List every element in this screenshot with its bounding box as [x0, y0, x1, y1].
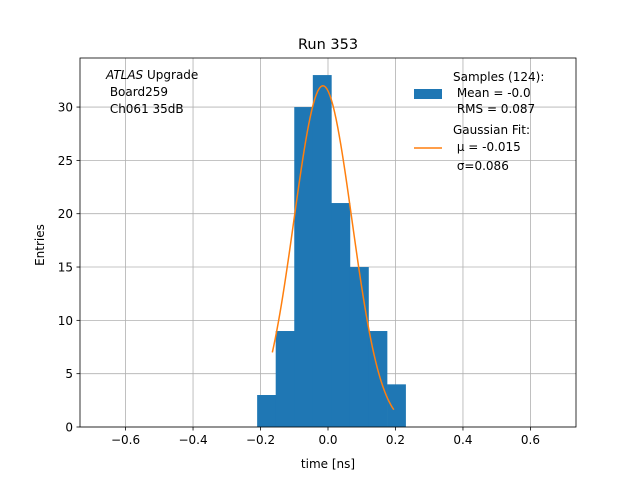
y-tick-label: 10 [58, 314, 73, 328]
histogram-bar [349, 267, 369, 427]
histogram-bar [312, 75, 332, 427]
y-tick-label: 15 [58, 261, 73, 275]
legend-samples-title: Samples (124): [453, 70, 544, 84]
legend-fit-title: Gaussian Fit: [453, 123, 530, 137]
legend: Samples (124): Mean = -0.0 RMS = 0.087 G… [414, 70, 544, 173]
annotation-line-3: Ch061 35dB [106, 102, 184, 116]
histogram-bar [368, 331, 388, 427]
chart-title: Run 353 [298, 37, 358, 53]
annotation-atlas: ATLAS [105, 68, 144, 82]
legend-swatch-samples [414, 89, 442, 99]
gaussian-fit-line [271, 85, 395, 411]
x-tick-label: 0.2 [386, 433, 405, 447]
y-tick-label: 5 [65, 367, 73, 381]
annotation-line-2: Board259 [106, 85, 168, 99]
axis-ticks: −0.6 −0.4 −0.2 0.0 0.2 0.4 0.6 0 5 10 15 20 25 30 [58, 101, 540, 447]
histogram-bar [275, 331, 295, 427]
legend-fit-sigma: σ=0.086 [453, 159, 509, 173]
y-axis-label: Entries [33, 224, 47, 266]
x-tick-label: −0.6 [111, 433, 140, 447]
atlas-annotation: ATLAS Upgrade Board259 Ch061 35dB [105, 68, 198, 116]
legend-samples-rms: RMS = 0.087 [453, 102, 535, 116]
y-tick-label: 25 [58, 154, 73, 168]
gaussian-fit-layer [271, 85, 395, 411]
x-tick-label: −0.4 [178, 433, 207, 447]
y-tick-label: 20 [58, 207, 73, 221]
annotation-upgrade: Upgrade [143, 68, 198, 82]
histogram-bar [387, 384, 406, 427]
annotation-line-1: ATLAS Upgrade [105, 68, 198, 82]
x-tick-label: 0.0 [318, 433, 337, 447]
x-tick-label: 0.4 [453, 433, 472, 447]
histogram-bars [257, 75, 406, 427]
x-axis-label: time [ns] [301, 457, 355, 471]
x-tick-label: −0.2 [246, 433, 275, 447]
histogram-bar [257, 395, 277, 427]
histogram-bar [331, 203, 351, 427]
y-tick-label: 0 [65, 421, 73, 435]
y-tick-label: 30 [58, 101, 73, 115]
x-tick-label: 0.6 [521, 433, 540, 447]
legend-samples-mean: Mean = -0.0 [453, 86, 531, 100]
legend-fit-mu: μ = -0.015 [453, 140, 521, 154]
